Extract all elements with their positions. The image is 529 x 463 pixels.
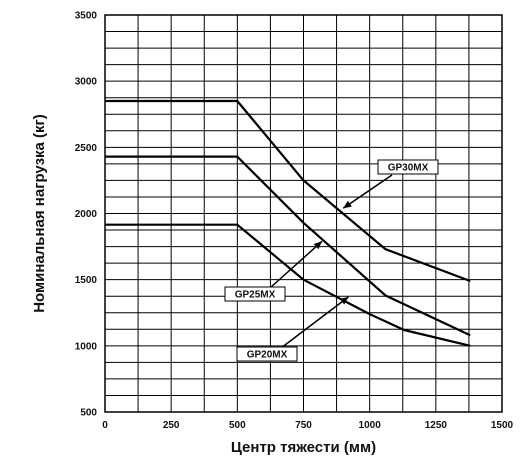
x-tick-label: 1500 xyxy=(491,420,514,431)
callout-arrowhead xyxy=(313,241,323,250)
series-line-gp30mx xyxy=(105,99,471,283)
series-label: GP25MX xyxy=(235,290,276,301)
callout-gp30mx: GP30MX xyxy=(342,159,439,209)
y-tick-label: 3000 xyxy=(75,77,98,88)
callout-box xyxy=(377,159,439,175)
y-tick-label: 2000 xyxy=(75,209,98,220)
series-label: GP30MX xyxy=(388,163,429,174)
y-tick-labels: 500 1000 1500 2000 2500 3000 3500 xyxy=(75,11,98,419)
y-tick-label: 1500 xyxy=(75,275,98,286)
callout-arrow xyxy=(342,174,393,209)
x-axis-title: Центр тяжести (мм) xyxy=(231,439,376,456)
callout-gp20mx: GP20MX xyxy=(236,296,349,362)
x-tick-label: 1250 xyxy=(425,420,448,431)
x-tick-label: 250 xyxy=(163,420,180,431)
callout-arrowhead xyxy=(343,200,352,209)
y-tick-label: 3500 xyxy=(75,11,98,22)
callout-box xyxy=(236,346,298,362)
grid xyxy=(105,15,502,412)
series-callouts: GP30MX GP25MX GP20MX xyxy=(224,159,439,362)
y-tick-label: 1000 xyxy=(75,341,98,352)
series-line-gp25mx xyxy=(105,155,471,337)
callout-arrowhead xyxy=(340,296,349,305)
series-lines xyxy=(105,99,471,347)
callout-arrow xyxy=(280,296,349,349)
x-tick-label: 1000 xyxy=(359,420,382,431)
callout-box xyxy=(224,286,286,302)
callout-arrow xyxy=(269,240,323,289)
x-tick-label: 500 xyxy=(229,420,246,431)
plot-frame xyxy=(104,14,503,413)
y-axis-title: Номинальная нагрузка (кг) xyxy=(31,114,48,313)
x-tick-label: 750 xyxy=(295,420,312,431)
x-tick-label: 0 xyxy=(102,420,108,431)
y-tick-label: 500 xyxy=(80,408,97,419)
callout-gp25mx: GP25MX xyxy=(224,240,323,302)
series-line-gp20mx xyxy=(105,223,471,347)
series-label: GP20MX xyxy=(247,350,288,361)
x-tick-labels: 0 250 500 750 1000 1250 1500 xyxy=(102,420,513,431)
y-tick-label: 2500 xyxy=(75,143,98,154)
